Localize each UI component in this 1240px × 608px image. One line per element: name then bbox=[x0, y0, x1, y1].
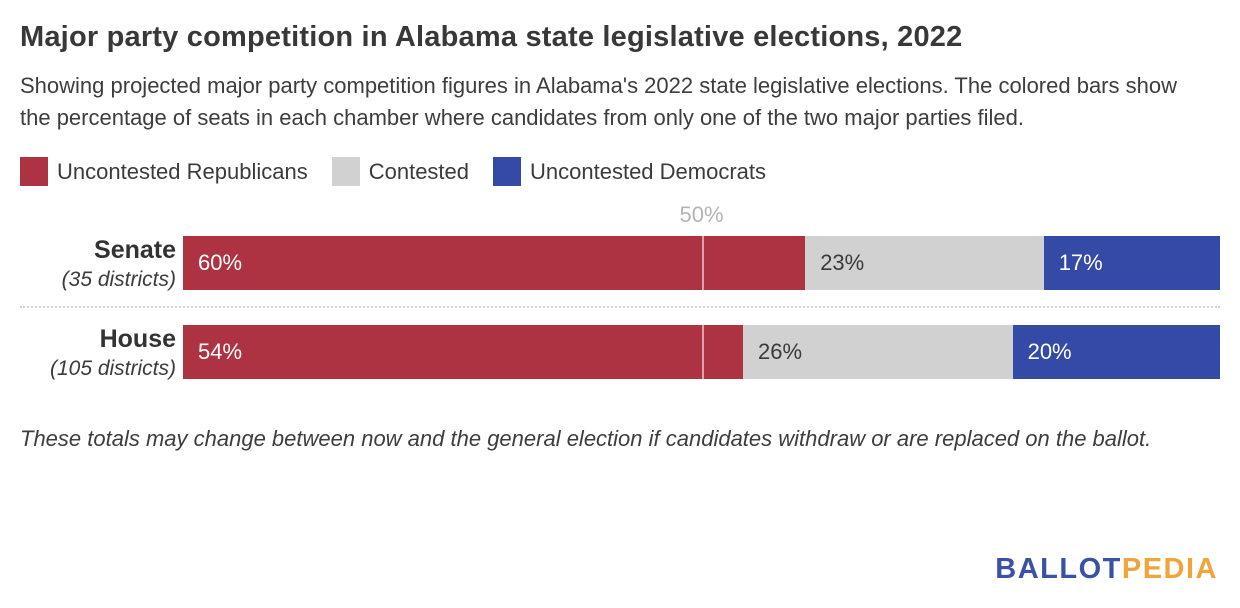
ballotpedia-logo: BALLOTPEDIA bbox=[995, 553, 1218, 586]
senate-democrat-segment: 17% bbox=[1043, 236, 1220, 291]
legend-label: Uncontested Republicans bbox=[57, 158, 308, 184]
senate-bar: 60% 23% 17% bbox=[183, 236, 1220, 291]
logo-pedia-text: PEDIA bbox=[1121, 553, 1218, 585]
axis-header: 50% bbox=[20, 196, 1220, 234]
legend-swatch-democrat-icon bbox=[493, 157, 522, 187]
row-label-house: House bbox=[99, 325, 176, 354]
row-sublabel-senate: (35 districts) bbox=[61, 268, 176, 292]
legend: Uncontested Republicans Contested Uncont… bbox=[20, 157, 1220, 187]
axis-50-percent-label: 50% bbox=[679, 202, 724, 228]
row-sublabel-house: (105 districts) bbox=[49, 357, 176, 381]
legend-swatch-contested-icon bbox=[331, 157, 360, 187]
logo-ballot-text: BALLOT bbox=[995, 553, 1122, 585]
chart-row-senate: Senate (35 districts) 60% 23% 17% bbox=[20, 234, 1220, 292]
senate-contested-segment: 23% bbox=[805, 236, 1044, 291]
house-republican-value: 54% bbox=[198, 339, 243, 365]
senate-democrat-value: 17% bbox=[1058, 250, 1103, 276]
legend-item-uncontested-democrats: Uncontested Democrats bbox=[493, 157, 767, 187]
chart-row-house: House (105 districts) 54% 26% 20% bbox=[20, 323, 1220, 381]
senate-contested-value: 23% bbox=[820, 250, 865, 276]
senate-republican-segment: 60% bbox=[183, 236, 806, 291]
senate-republican-value: 60% bbox=[198, 250, 243, 276]
chart-subtitle: Showing projected major party competitio… bbox=[20, 72, 1177, 131]
legend-label: Uncontested Democrats bbox=[530, 158, 767, 184]
house-contested-value: 26% bbox=[757, 339, 803, 365]
fifty-percent-gridline bbox=[701, 236, 704, 291]
stacked-bar-chart: 50% Senate (35 districts) 60% 23% bbox=[20, 196, 1220, 381]
legend-item-uncontested-republicans: Uncontested Republicans bbox=[20, 157, 308, 187]
house-democrat-value: 20% bbox=[1027, 339, 1072, 365]
house-bar: 54% 26% 20% bbox=[183, 325, 1220, 380]
house-democrat-segment: 20% bbox=[1012, 325, 1220, 380]
house-contested-segment: 26% bbox=[742, 325, 1013, 380]
legend-swatch-republican-icon bbox=[20, 157, 48, 187]
house-republican-segment: 54% bbox=[183, 325, 743, 380]
chart-footnote: These totals may change between now and … bbox=[20, 426, 1152, 452]
page-title: Major party competition in Alabama state… bbox=[20, 21, 963, 53]
fifty-percent-gridline bbox=[701, 325, 704, 380]
legend-item-contested: Contested bbox=[331, 157, 470, 187]
legend-label: Contested bbox=[368, 158, 470, 184]
row-separator bbox=[20, 306, 1220, 309]
row-label-senate: Senate bbox=[94, 236, 176, 265]
